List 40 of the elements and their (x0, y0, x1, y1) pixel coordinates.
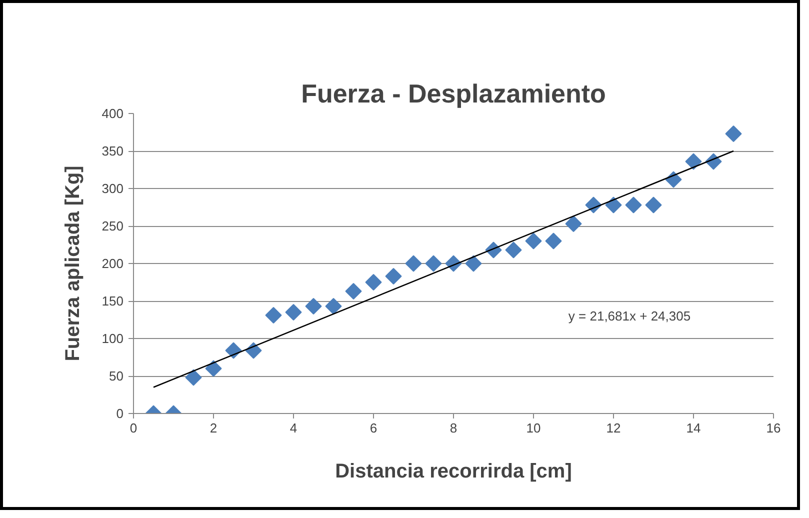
y-tick-label: 300 (102, 181, 124, 196)
y-tick-label: 100 (102, 331, 124, 346)
point (465, 255, 482, 272)
y-tick-label: 50 (109, 368, 124, 384)
y-tick-label: 250 (102, 218, 124, 234)
point (545, 232, 562, 250)
x-tick-label: 10 (526, 420, 541, 436)
point (365, 274, 382, 291)
point (265, 306, 282, 324)
x-tick-label: 0 (130, 420, 138, 436)
x-tick-label: 12 (606, 420, 621, 436)
y-tick-label: 200 (102, 256, 124, 271)
point (385, 268, 402, 285)
point (285, 304, 302, 321)
chart-title: Fuerza - Desplazamiento (301, 78, 606, 108)
x-tick-label: 8 (450, 420, 458, 436)
point (525, 232, 542, 250)
point (725, 125, 742, 142)
point (405, 255, 422, 272)
point (345, 282, 362, 300)
point (425, 255, 442, 272)
x-tick-label: 16 (766, 420, 781, 436)
x-tick-label: 14 (686, 420, 701, 436)
annotation: y = 21,681x + 24,305 (568, 308, 691, 324)
point (645, 196, 662, 214)
x-tick-label: 4 (290, 420, 298, 436)
y-tick-label: 150 (102, 294, 124, 308)
point (305, 298, 322, 315)
y-tick-label: 350 (102, 144, 124, 158)
point (565, 215, 582, 232)
y-tick-label: 0 (116, 406, 124, 421)
x-tick-label: 2 (210, 420, 218, 436)
y-tick-label: 400 (102, 106, 124, 121)
y-axis-title: Fuerza aplicada [Kg] (62, 166, 84, 362)
point (325, 298, 342, 315)
point (625, 196, 642, 214)
point (185, 369, 202, 386)
x-tick-label: 6 (370, 420, 378, 436)
point (505, 242, 522, 258)
x-axis-title: Distancia recorrirda [cm] (335, 460, 572, 482)
